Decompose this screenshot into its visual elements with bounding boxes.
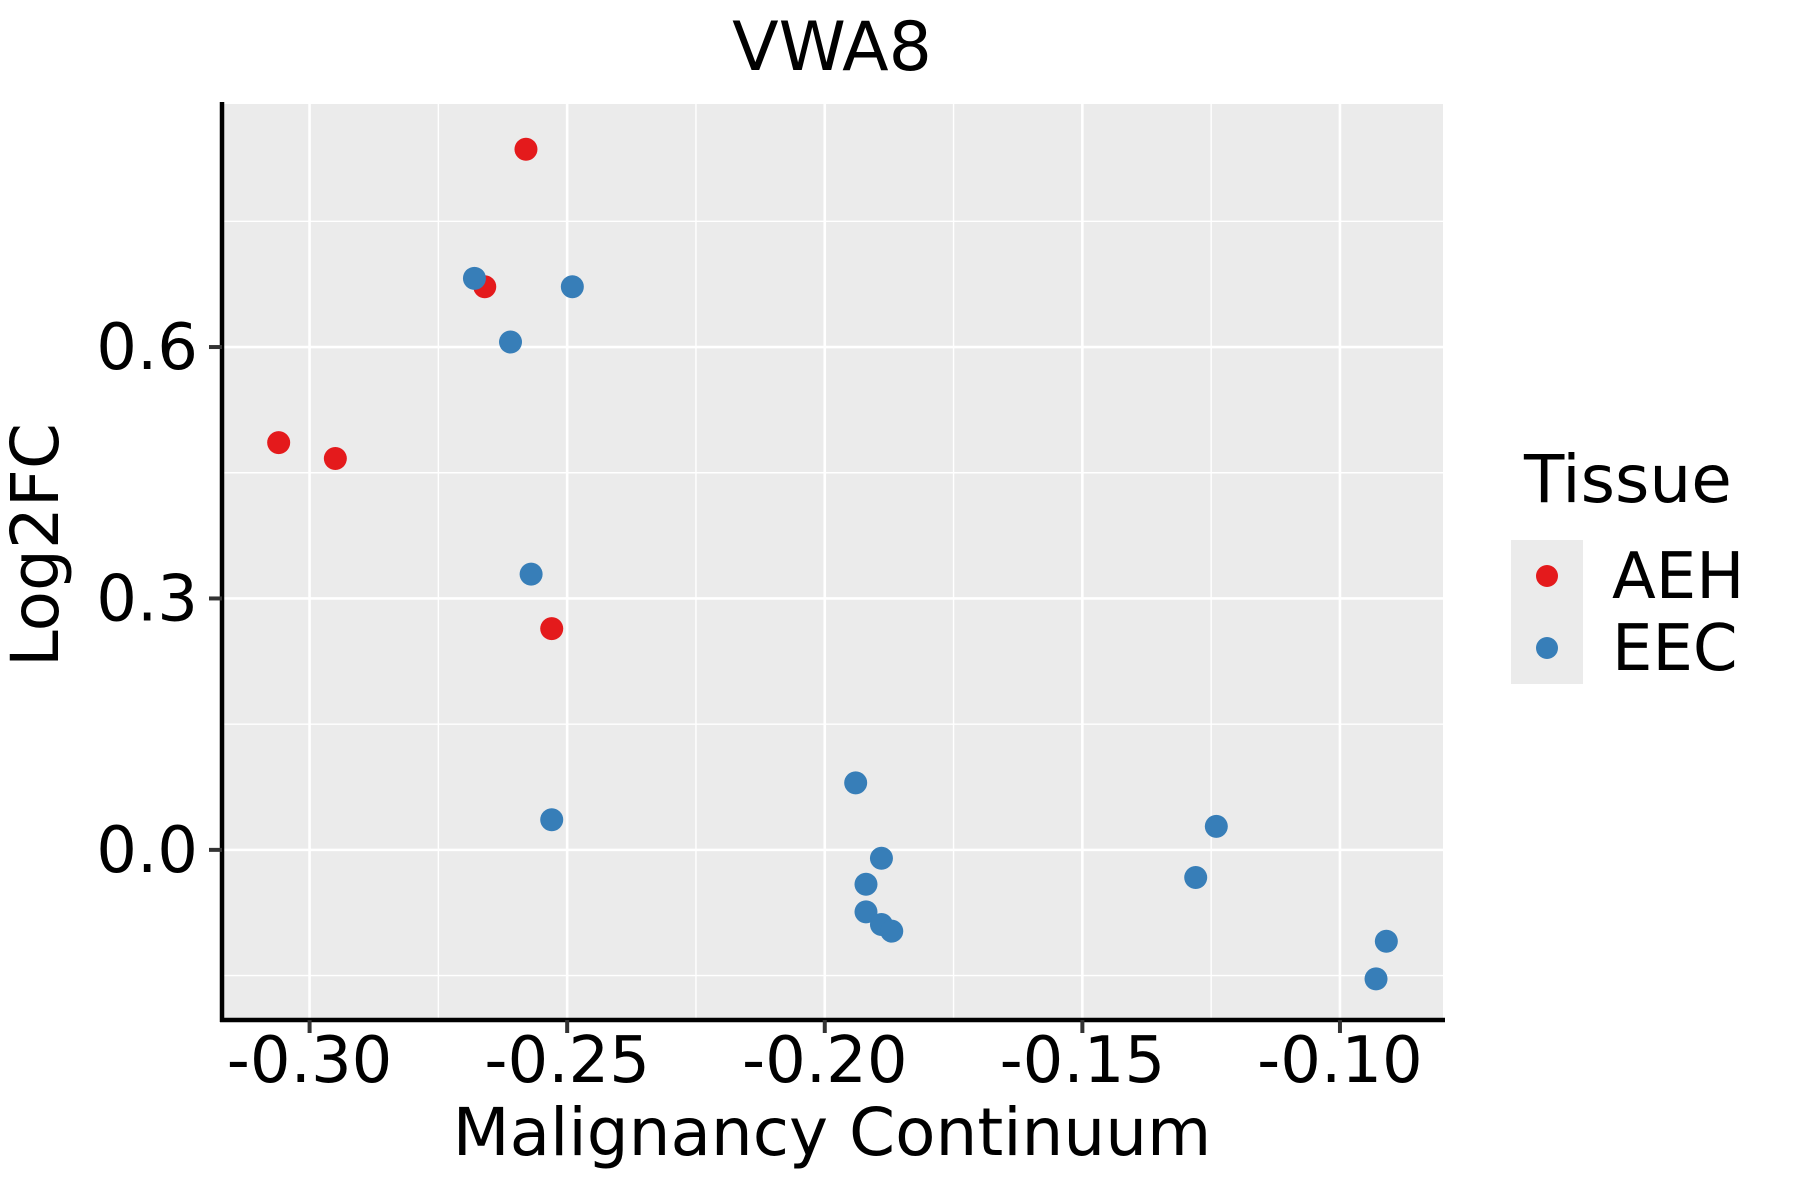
data-point-eec [540,808,564,832]
major-gridlines [222,104,1443,1020]
data-point-eec [519,562,543,586]
data-point-eec [462,266,486,290]
y-tick-label: 0.6 [96,311,198,385]
data-point-eec [560,275,584,299]
data-point-aeh [267,431,291,455]
data-point-eec [854,872,878,896]
y-tick-label: 0.3 [96,562,198,636]
x-axis-title: Malignancy Continuum [453,1094,1212,1171]
x-tick-label: -0.15 [1000,1024,1166,1098]
axis-ticks [209,345,1342,1033]
y-axis-title: Log2FC [0,423,74,667]
data-point-eec [499,330,523,354]
data-point-eec [1364,967,1388,991]
legend-point-eec [1536,637,1558,659]
x-tick-label: -0.30 [227,1024,393,1098]
data-point-eec [854,900,878,924]
data-point-eec [880,919,904,943]
data-point-eec [869,846,893,870]
minor-gridlines [222,104,1443,1020]
legend-item-label-eec: EEC [1612,612,1738,686]
data-point-aeh [540,617,564,641]
legend-item-label-aeh: AEH [1612,540,1744,614]
legend-point-aeh [1536,565,1558,587]
data-point-aeh [514,137,538,161]
data-point-eec [1204,814,1228,838]
data-point-eec [1184,866,1208,890]
y-tick-label: 0.0 [96,814,198,888]
axis-tick-labels: -0.30 -0.25 -0.20 -0.15 -0.10 0.0 0.3 0.6 [96,311,1423,1098]
x-tick-label: -0.20 [742,1024,908,1098]
panel-background [222,104,1443,1020]
legend-title: Tissue [1523,441,1732,518]
chart-title: VWA8 [732,8,932,87]
data-point-eec [1374,929,1398,953]
x-tick-label: -0.10 [1257,1024,1423,1098]
data-point-aeh [323,446,347,470]
data-point-eec [844,771,868,795]
data-points [267,137,1398,991]
x-tick-label: -0.25 [484,1024,650,1098]
